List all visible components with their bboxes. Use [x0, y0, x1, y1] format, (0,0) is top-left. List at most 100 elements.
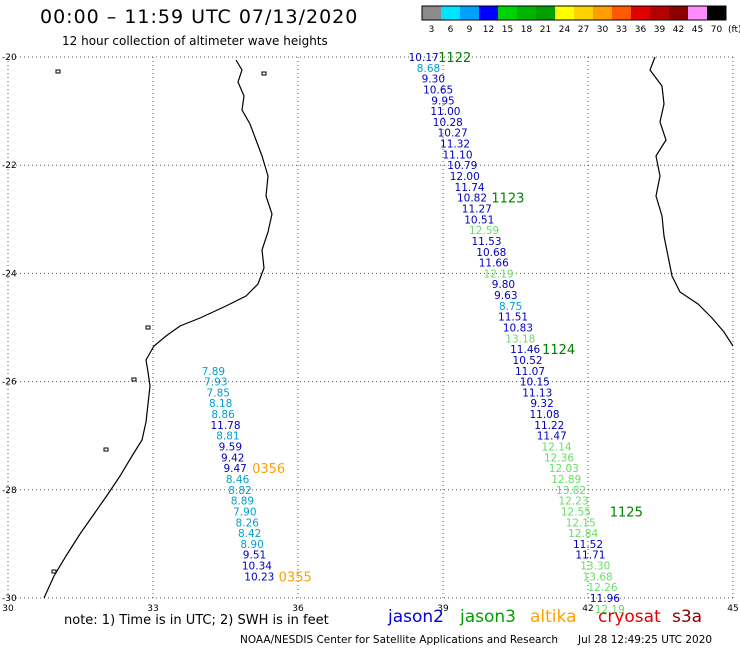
island [55, 69, 61, 74]
wave-height-value: 11.96 [590, 593, 620, 605]
wave-height-value: 11.78 [210, 420, 240, 432]
wave-height-value: 8.89 [231, 496, 254, 508]
lat-tick-label: -28 [2, 486, 17, 496]
wave-height-value: 10.79 [447, 160, 477, 172]
island [145, 325, 151, 330]
wave-height-value: 9.51 [243, 550, 266, 562]
wave-height-value: 9.63 [494, 290, 517, 302]
wave-height-value: 10.17 [409, 52, 439, 64]
wave-height-value: 9.95 [431, 95, 454, 107]
scale-label: 30 [597, 25, 609, 35]
scale-swatch [460, 6, 479, 20]
wave-height-value: 11.52 [573, 539, 603, 551]
wave-height-value: 11.08 [529, 409, 559, 421]
wave-height-value: 10.68 [476, 247, 506, 259]
scale-swatch [612, 6, 631, 20]
wave-height-value: 7.89 [202, 366, 225, 378]
wave-height-value: 12.36 [544, 452, 574, 464]
scale-swatch [669, 6, 688, 20]
wave-height-value: 9.30 [422, 74, 445, 86]
wave-height-value: 10.82 [457, 193, 487, 205]
pass-time-label: 1122 [438, 51, 471, 66]
generated-timestamp: Jul 28 12:49:25 UTC 2020 [578, 634, 713, 646]
wave-height-value: 8.42 [238, 528, 261, 540]
pass-time-label: 0355 [279, 570, 312, 585]
island [103, 447, 109, 452]
wave-height-value: 11.27 [462, 203, 492, 215]
lat-tick-label: -26 [2, 378, 17, 388]
wave-height-value: 12.84 [568, 528, 598, 540]
scale-swatch [574, 6, 593, 20]
wave-height-value: 10.83 [503, 323, 533, 335]
scale-swatch [422, 6, 441, 20]
scale-label: 45 [692, 25, 703, 35]
lat-tick-label: -24 [2, 269, 17, 279]
wave-height-value: 11.46 [510, 344, 540, 356]
wave-height-value: 9.42 [221, 452, 244, 464]
page-subtitle: 12 hour collection of altimeter wave hei… [62, 34, 328, 48]
wave-height-value: 8.75 [499, 301, 522, 313]
wave-height-value: 11.74 [455, 182, 485, 194]
wave-height-value: 11.07 [515, 366, 545, 378]
wave-height-value: 7.93 [204, 377, 227, 389]
scale-label: 3 [429, 25, 435, 35]
wave-height-value: 9.47 [223, 463, 246, 475]
wave-height-value: 9.32 [530, 398, 553, 410]
scale-frame [421, 5, 727, 21]
wave-height-value: 13.30 [580, 561, 610, 573]
wave-height-value: 11.10 [442, 149, 472, 161]
wave-height-value: 11.47 [537, 431, 567, 443]
pass-time-label: 1123 [491, 192, 524, 207]
wave-height-value: 12.03 [549, 463, 579, 475]
wave-height-value: 8.46 [226, 474, 250, 486]
wave-height-value: 12.55 [561, 506, 591, 518]
wave-height-value: 8.90 [240, 539, 263, 551]
legend-s3a: s3a [672, 607, 703, 627]
wave-height-value: 7.90 [233, 506, 256, 518]
page-title: 00:00 – 11:59 UTC 07/13/2020 [40, 6, 359, 28]
legend-cryosat: cryosat [598, 607, 661, 627]
wave-height-value: 8.86 [211, 409, 235, 421]
wave-height-value: 11.13 [522, 387, 552, 399]
wave-height-value: 11.22 [534, 420, 564, 432]
wave-height-value: 13.18 [505, 333, 535, 345]
scale-swatch [707, 6, 726, 20]
wave-height-value: 8.82 [228, 485, 251, 497]
scale-label: 12 [483, 25, 494, 35]
scale-swatch [441, 6, 460, 20]
wave-height-value: 12.23 [558, 496, 588, 508]
island [131, 377, 137, 382]
scale-label: 21 [540, 25, 551, 35]
scale-label: 24 [559, 25, 571, 35]
wave-height-value: 12.19 [595, 604, 625, 615]
lon-tick-label: 45 [727, 604, 738, 614]
scale-swatch [479, 6, 498, 20]
scale-label: 18 [521, 25, 533, 35]
coastline-madagascar [649, 56, 734, 347]
wave-height-value: 10.65 [423, 84, 453, 96]
scale-label: 36 [635, 25, 647, 35]
wave-height-value: 12.26 [587, 582, 617, 594]
scale-label: 70 [711, 25, 723, 35]
scale-swatch [650, 6, 669, 20]
legend-jason2: jason2 [388, 607, 444, 627]
wave-height-value: 11.66 [479, 258, 509, 270]
wave-height-value: 10.51 [464, 214, 494, 226]
scale-label: 33 [616, 25, 627, 35]
pass-time-label: 0356 [252, 462, 285, 477]
scale-swatch [631, 6, 650, 20]
island [51, 569, 57, 574]
lat-tick-label: -22 [2, 161, 17, 171]
map-plot: 30 33 36 39 42 45-20-22-24-26-28-3010.178.689… [2, 51, 739, 615]
scale-swatch [688, 6, 707, 20]
wave-height-value: 12.89 [551, 474, 581, 486]
wave-height-value: 12.15 [566, 517, 596, 529]
wave-height-value: 12.19 [484, 268, 514, 280]
legend-altika: altika [530, 607, 577, 627]
pass-time-label: 1125 [610, 505, 643, 520]
lon-tick-label: 42 [582, 604, 593, 614]
wave-height-value: 10.52 [513, 355, 543, 367]
scale-swatch [517, 6, 536, 20]
scale-swatch [498, 6, 517, 20]
